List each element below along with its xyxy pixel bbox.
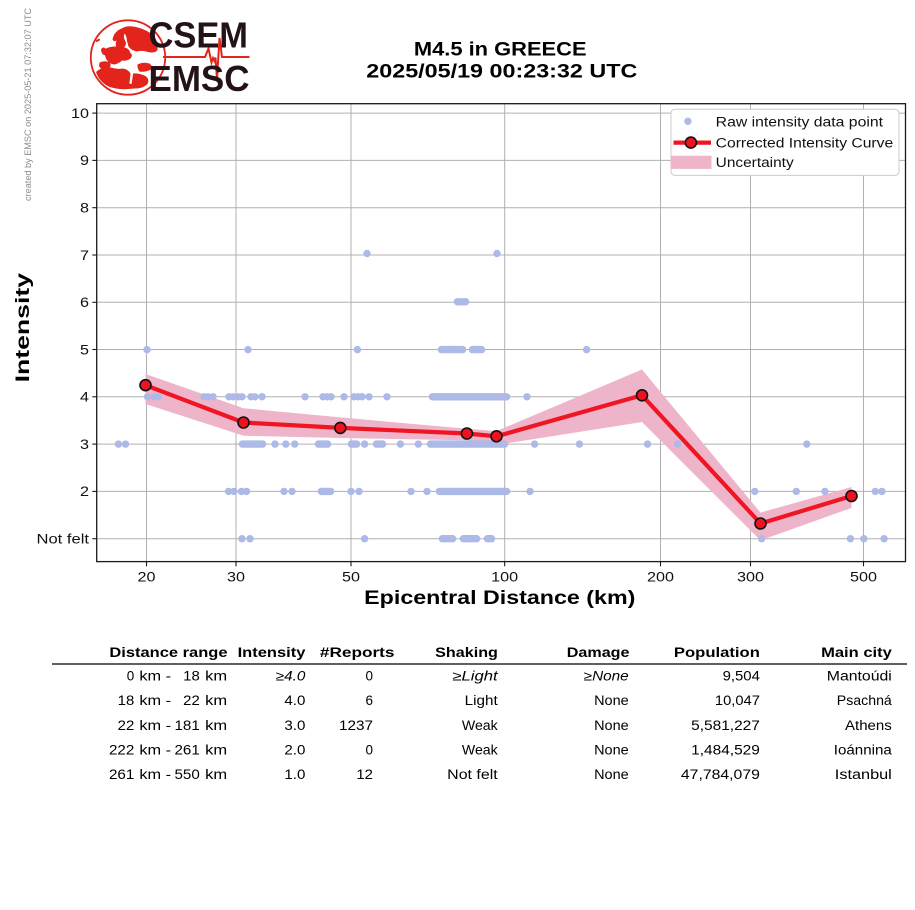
svg-text:Weak: Weak (462, 718, 498, 733)
svg-text:7: 7 (80, 248, 89, 263)
svg-text:km -: km - (139, 693, 171, 708)
svg-text:≥None: ≥None (584, 669, 629, 684)
svg-text:50: 50 (342, 570, 360, 585)
svg-text:Not felt: Not felt (37, 532, 90, 547)
svg-text:None: None (594, 743, 629, 758)
svg-text:261: 261 (175, 743, 200, 758)
svg-text:#Reports: #Reports (320, 645, 395, 660)
svg-text:6: 6 (80, 295, 89, 310)
svg-text:≥Light: ≥Light (452, 669, 499, 684)
svg-text:0: 0 (365, 669, 373, 684)
svg-text:km: km (205, 693, 227, 708)
svg-text:22: 22 (183, 693, 200, 708)
svg-text:Ioánnina: Ioánnina (834, 743, 893, 758)
svg-text:1237: 1237 (339, 718, 373, 733)
svg-text:km -: km - (139, 718, 171, 733)
svg-text:4.0: 4.0 (284, 693, 305, 708)
svg-text:1,484,529: 1,484,529 (691, 743, 760, 758)
svg-text:Istanbul: Istanbul (835, 767, 892, 782)
svg-text:6: 6 (365, 693, 373, 708)
svg-text:20: 20 (138, 570, 156, 585)
svg-text:km: km (205, 669, 227, 684)
svg-text:5,581,227: 5,581,227 (691, 718, 760, 733)
svg-text:Light: Light (465, 693, 498, 708)
svg-text:km: km (205, 743, 227, 758)
svg-text:3.0: 3.0 (284, 718, 305, 733)
svg-text:9: 9 (80, 153, 89, 168)
svg-text:8: 8 (80, 201, 89, 216)
svg-text:200: 200 (647, 570, 674, 585)
svg-text:18: 18 (183, 669, 200, 684)
svg-text:km -: km - (139, 767, 171, 782)
svg-text:km: km (205, 718, 227, 733)
svg-text:181: 181 (175, 718, 200, 733)
svg-text:M4.5 in GREECE: M4.5 in GREECE (414, 39, 587, 60)
svg-text:100: 100 (491, 570, 518, 585)
svg-text:30: 30 (227, 570, 245, 585)
svg-text:22: 22 (118, 718, 135, 733)
svg-text:Population: Population (674, 645, 760, 660)
svg-text:created by EMSC on 2025-05-21: created by EMSC on 2025-05-21 07:32:07 U… (23, 7, 33, 201)
svg-text:3: 3 (80, 437, 89, 452)
svg-text:9,504: 9,504 (723, 669, 761, 684)
svg-text:km -: km - (139, 743, 171, 758)
svg-text:2: 2 (80, 484, 89, 499)
svg-text:10: 10 (71, 106, 89, 121)
svg-text:Psachná: Psachná (837, 693, 893, 708)
svg-text:Damage: Damage (567, 645, 630, 660)
svg-text:None: None (594, 718, 629, 733)
svg-text:47,784,079: 47,784,079 (681, 767, 760, 782)
svg-text:Shaking: Shaking (435, 645, 498, 660)
svg-text:km: km (205, 767, 227, 782)
svg-text:EMSC: EMSC (149, 58, 250, 99)
svg-text:1.0: 1.0 (284, 767, 305, 782)
svg-text:CSEM: CSEM (149, 15, 249, 56)
svg-text:500: 500 (850, 570, 877, 585)
svg-text:2025/05/19 00:23:32 UTC: 2025/05/19 00:23:32 UTC (366, 61, 637, 82)
svg-text:None: None (594, 693, 629, 708)
svg-text:18: 18 (118, 693, 135, 708)
svg-text:300: 300 (737, 570, 764, 585)
svg-text:Main city: Main city (821, 645, 892, 660)
svg-text:10,047: 10,047 (715, 693, 760, 708)
svg-text:Mantoúdi: Mantoúdi (827, 669, 892, 684)
svg-text:222: 222 (109, 743, 134, 758)
svg-text:≥4.0: ≥4.0 (276, 669, 306, 684)
svg-text:Uncertainty: Uncertainty (716, 155, 794, 170)
svg-text:2.0: 2.0 (284, 743, 305, 758)
svg-text:0: 0 (127, 669, 135, 684)
svg-text:4: 4 (80, 390, 90, 405)
svg-text:Epicentral Distance (km): Epicentral Distance (km) (364, 588, 635, 609)
svg-text:Athens: Athens (845, 718, 892, 733)
svg-text:km -: km - (139, 669, 171, 684)
svg-text:5: 5 (80, 342, 89, 357)
svg-text:Weak: Weak (462, 743, 498, 758)
svg-text:0: 0 (365, 743, 373, 758)
svg-text:261: 261 (109, 767, 134, 782)
svg-text:550: 550 (175, 767, 200, 782)
svg-text:None: None (594, 767, 629, 782)
svg-text:Corrected Intensity Curve: Corrected Intensity Curve (716, 135, 894, 150)
svg-text:Raw intensity data point: Raw intensity data point (716, 114, 884, 129)
svg-text:Intensity: Intensity (13, 272, 34, 382)
svg-text:Distance range: Distance range (109, 645, 228, 660)
svg-text:Intensity: Intensity (238, 645, 306, 660)
svg-text:12: 12 (356, 767, 373, 782)
svg-text:Not felt: Not felt (447, 767, 498, 782)
